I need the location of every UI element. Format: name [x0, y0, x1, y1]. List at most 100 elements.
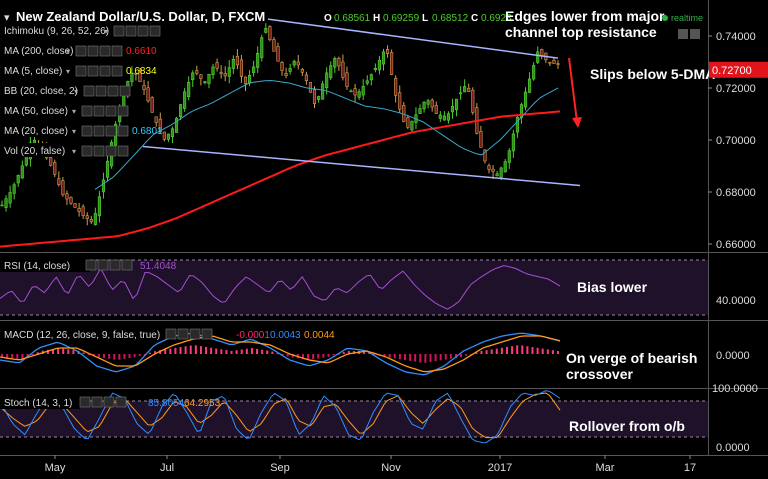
- settings-icon[interactable]: [87, 45, 99, 57]
- add-icon[interactable]: [99, 45, 111, 57]
- down-arrow-icon: [568, 57, 582, 128]
- trend-lines: [142, 18, 581, 187]
- macd-buttons[interactable]: [165, 328, 213, 340]
- add-icon[interactable]: [189, 328, 201, 340]
- candle: [552, 59, 556, 64]
- add-icon[interactable]: [105, 105, 117, 117]
- settings-icon[interactable]: [177, 328, 189, 340]
- settings-icon[interactable]: [87, 65, 99, 77]
- add-icon[interactable]: [105, 145, 117, 157]
- macd-bar: [414, 354, 417, 362]
- add-icon[interactable]: [107, 85, 119, 97]
- candle: [418, 108, 422, 114]
- close-icon[interactable]: [117, 125, 129, 137]
- chevron-down-icon[interactable]: ▾: [66, 47, 70, 56]
- settings-icon[interactable]: [93, 105, 105, 117]
- candle: [511, 133, 515, 152]
- add-icon[interactable]: [99, 65, 111, 77]
- candle: [138, 69, 142, 82]
- macd-bar: [6, 354, 9, 358]
- settings-icon[interactable]: [95, 85, 107, 97]
- close-icon[interactable]: [201, 328, 213, 340]
- add-icon[interactable]: [109, 259, 121, 271]
- chevron-down-icon[interactable]: ▾: [104, 27, 108, 36]
- chevron-down-icon[interactable]: ▾: [66, 67, 70, 76]
- close-icon[interactable]: [119, 85, 131, 97]
- macd-bar: [301, 354, 304, 360]
- add-icon[interactable]: [137, 25, 149, 37]
- settings-icon[interactable]: [125, 25, 137, 37]
- candle: [536, 51, 540, 63]
- macd-legend[interactable]: MACD (12, 26, close, 9, false, true) -0.…: [0, 327, 335, 341]
- macd-bar: [261, 349, 264, 354]
- rsi-buttons[interactable]: [85, 259, 133, 271]
- eye-icon[interactable]: [79, 396, 91, 408]
- rsi-value: 51.4048: [140, 261, 177, 272]
- eye-icon[interactable]: [83, 85, 95, 97]
- candle: [353, 88, 357, 96]
- macd-bar: [256, 348, 259, 354]
- macd-line: [0, 332, 561, 376]
- macd-bar: [347, 351, 350, 354]
- close-icon[interactable]: [111, 65, 123, 77]
- settings-icon[interactable]: [93, 125, 105, 137]
- window-controls[interactable]: [678, 29, 700, 39]
- candle: [203, 81, 207, 84]
- eye-icon[interactable]: [81, 105, 93, 117]
- header: ▾ New Zealand Dollar/U.S. Dollar, D, FXC…: [4, 9, 703, 39]
- rsi-axis-label: 40.0000: [716, 295, 756, 307]
- stoch-legend[interactable]: Stoch (14, 3, 1) 85.8054 64.2953: [0, 395, 221, 409]
- price-pane: [0, 0, 708, 251]
- toggle-icon[interactable]: [690, 29, 700, 39]
- candle: [272, 39, 276, 52]
- time-axis[interactable]: May Jul Sep Nov 2017 Mar 17: [45, 455, 697, 474]
- eye-icon[interactable]: [81, 145, 93, 157]
- price-axis[interactable]: 0.74000 0.72000 0.70000 0.68000 0.66000: [708, 31, 756, 251]
- chevron-down-icon[interactable]: ▾: [4, 12, 10, 24]
- close-icon[interactable]: [117, 145, 129, 157]
- annotation-dma: Slips below 5-DMA: [590, 66, 715, 82]
- candle: [105, 160, 110, 178]
- close-icon[interactable]: [115, 396, 127, 408]
- candle: [406, 117, 410, 128]
- settings-icon[interactable]: [93, 145, 105, 157]
- candle: [385, 49, 390, 54]
- eye-icon[interactable]: [75, 65, 87, 77]
- macd-bar: [307, 354, 310, 360]
- add-icon[interactable]: [105, 125, 117, 137]
- eye-icon[interactable]: [85, 259, 97, 271]
- close-icon[interactable]: [111, 45, 123, 57]
- ohlc-key: O: [324, 13, 332, 24]
- candle: [515, 116, 519, 133]
- close-icon[interactable]: [149, 25, 161, 37]
- macd-bar: [128, 354, 131, 359]
- stoch-buttons[interactable]: [79, 396, 127, 408]
- macd-bar: [460, 354, 463, 358]
- scroll-icon[interactable]: [678, 29, 688, 39]
- eye-icon[interactable]: [75, 45, 87, 57]
- rsi-label: RSI (14, close): [4, 261, 70, 272]
- chevron-down-icon[interactable]: ▾: [72, 107, 76, 116]
- rsi-legend[interactable]: RSI (14, close) 51.4048: [0, 258, 177, 272]
- eye-icon[interactable]: [81, 125, 93, 137]
- chevron-down-icon[interactable]: ▾: [72, 127, 76, 136]
- chevron-down-icon[interactable]: ▾: [74, 87, 78, 96]
- signal-line: [0, 335, 561, 373]
- close-icon[interactable]: [117, 105, 129, 117]
- candle: [446, 113, 450, 121]
- close-icon[interactable]: [121, 259, 133, 271]
- chevron-down-icon[interactable]: ▾: [72, 147, 76, 156]
- eye-icon[interactable]: [165, 328, 177, 340]
- eye-icon[interactable]: [113, 25, 125, 37]
- annotation-stoch: Rollover from o/b: [569, 418, 685, 434]
- settings-icon[interactable]: [91, 396, 103, 408]
- indicator-value: 0.6834: [126, 66, 157, 77]
- ohlc-value: 0.69259: [383, 13, 420, 24]
- macd-bar: [409, 354, 412, 361]
- add-icon[interactable]: [103, 396, 115, 408]
- candle: [495, 173, 499, 177]
- settings-icon[interactable]: [97, 259, 109, 271]
- candle: [73, 203, 77, 208]
- realtime-dot-icon: [662, 15, 668, 21]
